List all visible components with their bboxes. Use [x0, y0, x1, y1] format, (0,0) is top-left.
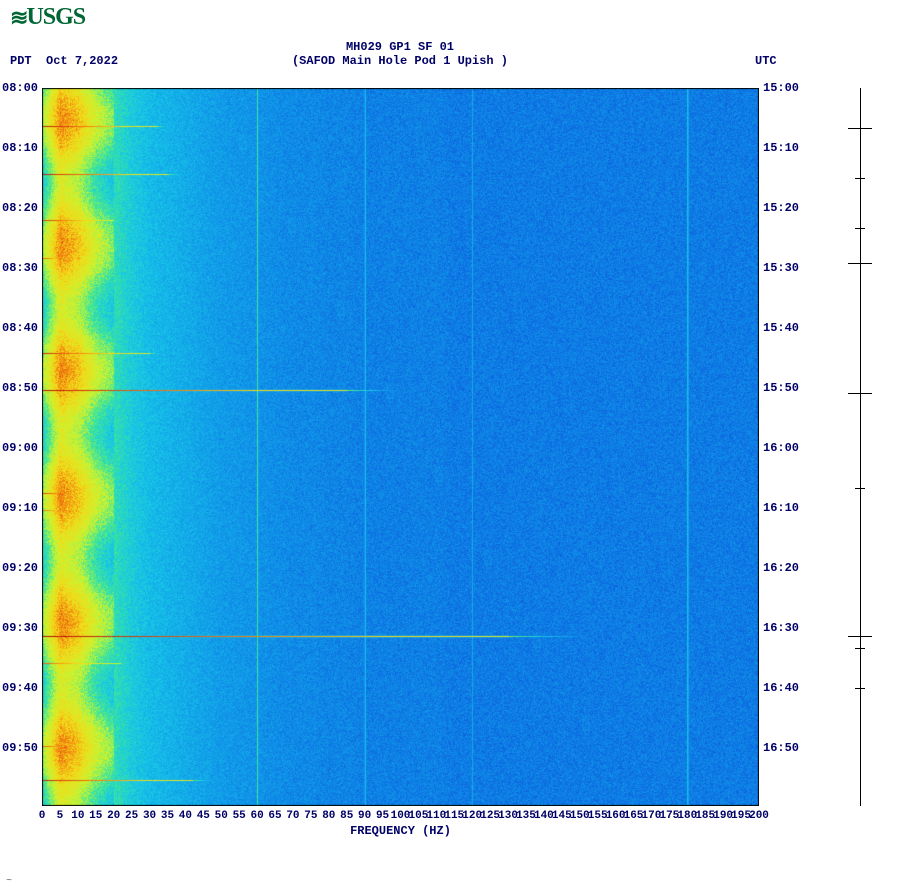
usgs-logo: ≋USGS [10, 4, 85, 31]
side-tick [855, 648, 865, 649]
xtick: 10 [71, 810, 84, 822]
xtick: 100 [391, 810, 411, 822]
xtick: 60 [250, 810, 263, 822]
xtick: 120 [462, 810, 482, 822]
usgs-logo-wave: ≋ [10, 5, 24, 31]
xtick: 135 [516, 810, 536, 822]
ytick-right: 16:00 [763, 441, 799, 455]
ytick-left: 09:40 [2, 681, 38, 695]
side-tick [855, 488, 865, 489]
xtick: 105 [409, 810, 429, 822]
xtick: 95 [376, 810, 389, 822]
xtick: 145 [552, 810, 572, 822]
ytick-left: 08:50 [2, 381, 38, 395]
xtick: 0 [39, 810, 46, 822]
xtick: 80 [322, 810, 335, 822]
xtick: 25 [125, 810, 138, 822]
ytick-right: 15:00 [763, 81, 799, 95]
xtick: 170 [642, 810, 662, 822]
tz-left: PDT [10, 54, 32, 68]
xtick: 15 [89, 810, 102, 822]
side-tick [855, 178, 865, 179]
ytick-right: 16:10 [763, 501, 799, 515]
xtick: 70 [286, 810, 299, 822]
xtick: 110 [426, 810, 446, 822]
side-marker [848, 263, 872, 264]
title-line-2: (SAFOD Main Hole Pod 1 Upish ) [0, 54, 800, 68]
ytick-right: 15:40 [763, 321, 799, 335]
ytick-left: 09:30 [2, 621, 38, 635]
xtick: 185 [695, 810, 715, 822]
ytick-left: 09:00 [2, 441, 38, 455]
xtick: 180 [677, 810, 697, 822]
xtick: 125 [480, 810, 500, 822]
side-marker [848, 393, 872, 394]
xtick: 190 [713, 810, 733, 822]
amplitude-side-axis [860, 88, 861, 806]
side-marker [848, 128, 872, 129]
ytick-right: 16:40 [763, 681, 799, 695]
side-tick [855, 228, 865, 229]
ytick-right: 15:30 [763, 261, 799, 275]
xtick: 200 [749, 810, 769, 822]
date-left: Oct 7,2022 [46, 54, 118, 68]
ytick-left: 08:10 [2, 141, 38, 155]
ytick-left: 09:20 [2, 561, 38, 575]
xtick: 85 [340, 810, 353, 822]
xtick: 40 [179, 810, 192, 822]
spectrogram-canvas [42, 88, 759, 806]
ytick-left: 08:30 [2, 261, 38, 275]
x-axis-label: FREQUENCY (HZ) [42, 824, 759, 838]
xtick: 90 [358, 810, 371, 822]
side-marker [848, 636, 872, 637]
ytick-left: 09:50 [2, 741, 38, 755]
xtick: 150 [570, 810, 590, 822]
header-right: UTC [755, 54, 777, 68]
xtick: 65 [268, 810, 281, 822]
xtick: 140 [534, 810, 554, 822]
xtick: 75 [304, 810, 317, 822]
chart-title: MH029 GP1 SF 01 (SAFOD Main Hole Pod 1 U… [0, 40, 800, 68]
xtick: 195 [731, 810, 751, 822]
ytick-right: 15:50 [763, 381, 799, 395]
ytick-left: 09:10 [2, 501, 38, 515]
xtick: 155 [588, 810, 608, 822]
xtick: 45 [197, 810, 210, 822]
xtick: 35 [161, 810, 174, 822]
footer-mark: ~ [6, 876, 12, 887]
ytick-right: 15:20 [763, 201, 799, 215]
ytick-left: 08:20 [2, 201, 38, 215]
ytick-left: 08:00 [2, 81, 38, 95]
side-tick [855, 688, 865, 689]
tz-right: UTC [755, 54, 777, 68]
ytick-right: 16:50 [763, 741, 799, 755]
xtick: 20 [107, 810, 120, 822]
xtick: 50 [215, 810, 228, 822]
xtick: 165 [624, 810, 644, 822]
xtick: 30 [143, 810, 156, 822]
header-left: PDT Oct 7,2022 [10, 54, 118, 68]
ytick-right: 16:20 [763, 561, 799, 575]
xtick: 175 [659, 810, 679, 822]
xtick: 55 [233, 810, 246, 822]
xtick: 5 [57, 810, 64, 822]
xtick: 160 [606, 810, 626, 822]
title-line-1: MH029 GP1 SF 01 [0, 40, 800, 54]
xtick: 115 [444, 810, 464, 822]
xtick: 130 [498, 810, 518, 822]
usgs-logo-text: USGS [26, 4, 85, 31]
ytick-right: 16:30 [763, 621, 799, 635]
ytick-left: 08:40 [2, 321, 38, 335]
ytick-right: 15:10 [763, 141, 799, 155]
